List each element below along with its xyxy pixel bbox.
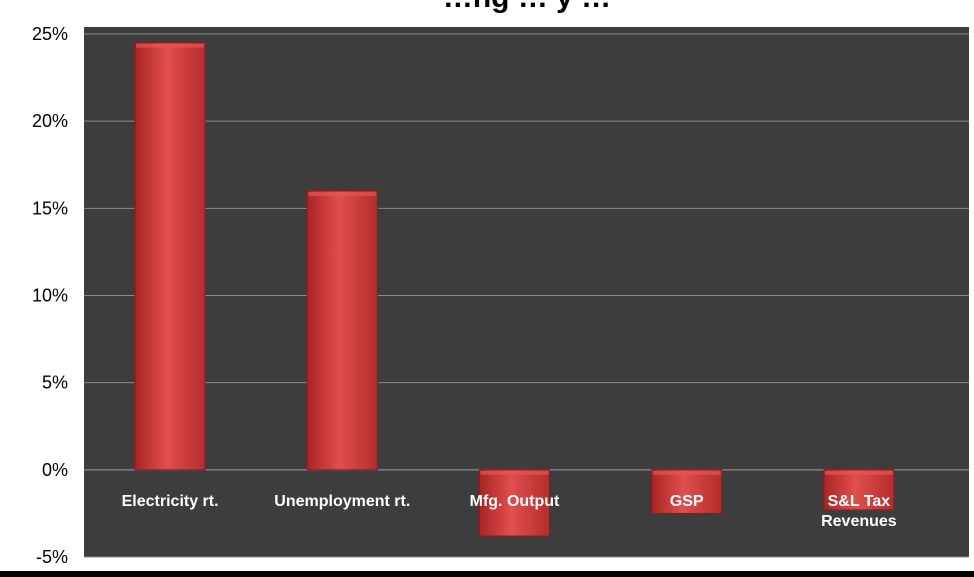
y-tick-label: 15% (32, 198, 68, 218)
bar (823, 469, 895, 511)
y-axis-tick-labels: 25% 20% 15% 10% 5% 0% -5% (32, 24, 68, 567)
category-label: Electricity rt. (122, 493, 219, 510)
bar (479, 469, 550, 537)
y-tick-label: 25% (32, 24, 68, 44)
bar-highlight (824, 470, 893, 475)
plot-area (84, 27, 969, 557)
category-label: Unemployment rt. (274, 493, 410, 510)
category-label: GSP (670, 493, 704, 510)
y-tick-label: 10% (32, 286, 68, 306)
y-tick-label: -5% (36, 547, 68, 567)
category-label: Mfg. Output (470, 493, 560, 510)
bar-highlight (480, 470, 549, 475)
bar (651, 469, 723, 514)
bar-highlight (308, 191, 377, 196)
gridlines (84, 33, 969, 558)
bar-highlight (652, 470, 721, 475)
y-tick-label: 0% (42, 460, 68, 480)
bar (134, 42, 206, 471)
category-label: S&L Tax Revenues (821, 493, 897, 530)
chart-title: …ng … y … (443, 0, 611, 14)
category-labels: Electricity rt. Unemployment rt. Mfg. Outp… (122, 493, 897, 530)
bars (134, 42, 895, 537)
bar-highlight (136, 43, 205, 48)
y-tick-label: 20% (32, 111, 68, 131)
y-tick-label: 5% (42, 373, 68, 393)
bar (306, 190, 378, 471)
